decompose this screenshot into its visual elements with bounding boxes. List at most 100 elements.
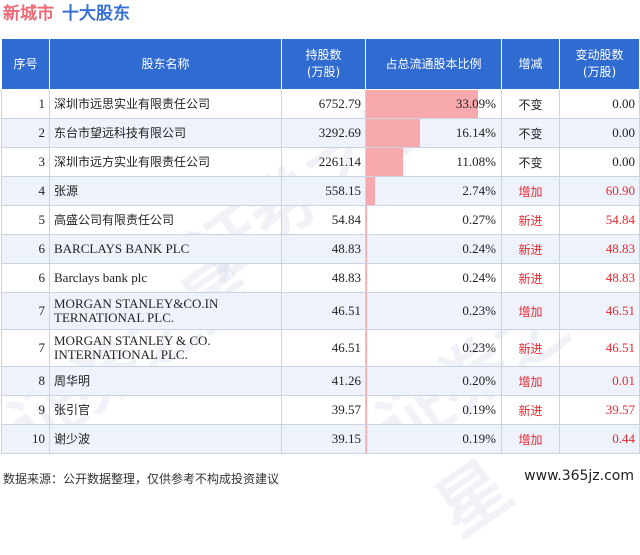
ratio-cell: 11.08% — [365, 147, 502, 177]
holder-name-cell: 深圳市远方实业有限责任公司 — [49, 147, 282, 177]
ratio-bar — [366, 293, 367, 329]
ratio-value: 0.19% — [462, 431, 496, 446]
delta-cell: 39.57 — [559, 395, 640, 425]
ratio-cell: 0.24% — [365, 263, 502, 293]
ratio-bar — [366, 235, 367, 263]
holder-name-cell: 张引官 — [49, 395, 282, 425]
rank-cell: 9 — [1, 395, 50, 425]
city-label: 新城市 — [3, 4, 54, 24]
rank-cell: 4 — [1, 176, 50, 206]
ratio-cell: 16.14% — [365, 118, 502, 148]
rank-cell: 8 — [1, 366, 50, 396]
shares-cell: 3292.69 — [281, 118, 366, 148]
delta-cell: 46.51 — [559, 329, 640, 367]
holder-name-cell: 周华明 — [49, 366, 282, 396]
ratio-bar — [366, 264, 367, 292]
ratio-value: 0.19% — [462, 402, 496, 417]
ratio-value: 0.27% — [462, 212, 496, 227]
holder-name-cell: 谢少波 — [49, 424, 282, 454]
change-cell: 新进 — [501, 234, 560, 264]
ratio-value: 0.24% — [462, 270, 496, 285]
ratio-value: 11.08% — [456, 154, 496, 169]
ratio-value: 16.14% — [455, 125, 496, 140]
ratio-bar — [366, 396, 367, 424]
rank-cell: 7 — [1, 292, 50, 330]
table-row: 10 谢少波 39.15 0.19% 增加 0.44 — [1, 424, 640, 454]
data-source-note: 数据来源：公开数据整理，仅供参考不构成投资建议 — [3, 472, 280, 486]
delta-cell: 54.84 — [559, 205, 640, 235]
ratio-cell: 0.23% — [365, 292, 502, 330]
change-cell: 增加 — [501, 176, 560, 206]
holder-name-cell: BARCLAYS BANK PLC — [49, 234, 282, 264]
table-row: 7 MORGAN STANLEY & CO. INTERNATIONAL PLC.… — [1, 329, 640, 367]
delta-cell: 0.01 — [559, 366, 640, 396]
shares-cell: 558.15 — [281, 176, 366, 206]
change-cell: 不变 — [501, 89, 560, 119]
col-change-header: 增减 — [501, 38, 560, 90]
rank-cell: 6 — [1, 263, 50, 293]
table-title: 十大股东 — [62, 4, 130, 24]
ratio-cell: 0.24% — [365, 234, 502, 264]
change-cell: 增加 — [501, 424, 560, 454]
holder-name-cell: MORGAN STANLEY & CO. INTERNATIONAL PLC. — [49, 329, 282, 367]
col-delta-header: 变动股数 (万股) — [559, 38, 640, 90]
table-row: 2 东台市望远科技有限公司 3292.69 16.14% 不变 0.00 — [1, 118, 640, 148]
col-shares-header: 持股数 (万股) — [281, 38, 366, 90]
table-row: 6 BARCLAYS BANK PLC 48.83 0.24% 新进 48.83 — [1, 234, 640, 264]
rank-cell: 3 — [1, 147, 50, 177]
col-name-header: 股东名称 — [49, 38, 282, 90]
rank-cell: 10 — [1, 424, 50, 454]
table-row: 6 Barclays bank plc 48.83 0.24% 新进 48.83 — [1, 263, 640, 293]
ratio-value: 0.23% — [462, 340, 496, 355]
rank-cell: 7 — [1, 329, 50, 367]
table-row: 5 高盛公司有限责任公司 54.84 0.27% 新进 54.84 — [1, 205, 640, 235]
ratio-value: 0.24% — [462, 241, 496, 256]
change-cell: 增加 — [501, 366, 560, 396]
ratio-cell: 0.19% — [365, 395, 502, 425]
rank-cell: 6 — [1, 234, 50, 264]
table-row: 4 张源 558.15 2.74% 增加 60.90 — [1, 176, 640, 206]
shares-cell: 46.51 — [281, 292, 366, 330]
delta-cell: 0.44 — [559, 424, 640, 454]
ratio-bar — [366, 330, 367, 366]
delta-cell: 60.90 — [559, 176, 640, 206]
delta-cell: 0.00 — [559, 147, 640, 177]
holder-name-cell: Barclays bank plc — [49, 263, 282, 293]
ratio-cell: 0.19% — [365, 424, 502, 454]
rank-cell: 2 — [1, 118, 50, 148]
change-cell: 新进 — [501, 329, 560, 367]
holder-name-cell: 东台市望远科技有限公司 — [49, 118, 282, 148]
change-cell: 增加 — [501, 292, 560, 330]
change-cell: 不变 — [501, 118, 560, 148]
shares-cell: 39.57 — [281, 395, 366, 425]
shares-cell: 54.84 — [281, 205, 366, 235]
holder-name-cell: MORGAN STANLEY&CO.IN TERNATIONAL PLC. — [49, 292, 282, 330]
ratio-bar — [366, 148, 404, 176]
table-row: 7 MORGAN STANLEY&CO.IN TERNATIONAL PLC. 46… — [1, 292, 640, 330]
ratio-bar — [366, 367, 367, 395]
holder-name-cell: 深圳市远思实业有限责任公司 — [49, 89, 282, 119]
ratio-value: 0.23% — [462, 303, 496, 318]
shareholders-table: 序号 股东名称 持股数 (万股) 占总流通股本比例 增减 变动股数 (万股) 1… — [1, 38, 640, 454]
ratio-bar — [366, 425, 367, 453]
ratio-value: 0.20% — [462, 373, 496, 388]
ratio-bar — [366, 119, 421, 147]
change-cell: 新进 — [501, 395, 560, 425]
table-row: 8 周华明 41.26 0.20% 增加 0.01 — [1, 366, 640, 396]
change-cell: 新进 — [501, 263, 560, 293]
rank-cell: 1 — [1, 89, 50, 119]
shares-cell: 39.15 — [281, 424, 366, 454]
ratio-bar — [366, 90, 478, 118]
ratio-cell: 0.27% — [365, 205, 502, 235]
shares-cell: 2261.14 — [281, 147, 366, 177]
ratio-bar — [366, 177, 376, 205]
table-row: 9 张引官 39.57 0.19% 新进 39.57 — [1, 395, 640, 425]
delta-cell: 48.83 — [559, 234, 640, 264]
change-cell: 不变 — [501, 147, 560, 177]
ratio-value: 33.09% — [455, 96, 496, 111]
shares-cell: 48.83 — [281, 263, 366, 293]
shares-cell: 46.51 — [281, 329, 366, 367]
ratio-cell: 2.74% — [365, 176, 502, 206]
table-header-row: 序号 股东名称 持股数 (万股) 占总流通股本比例 增减 变动股数 (万股) — [1, 38, 640, 90]
rank-cell: 5 — [1, 205, 50, 235]
